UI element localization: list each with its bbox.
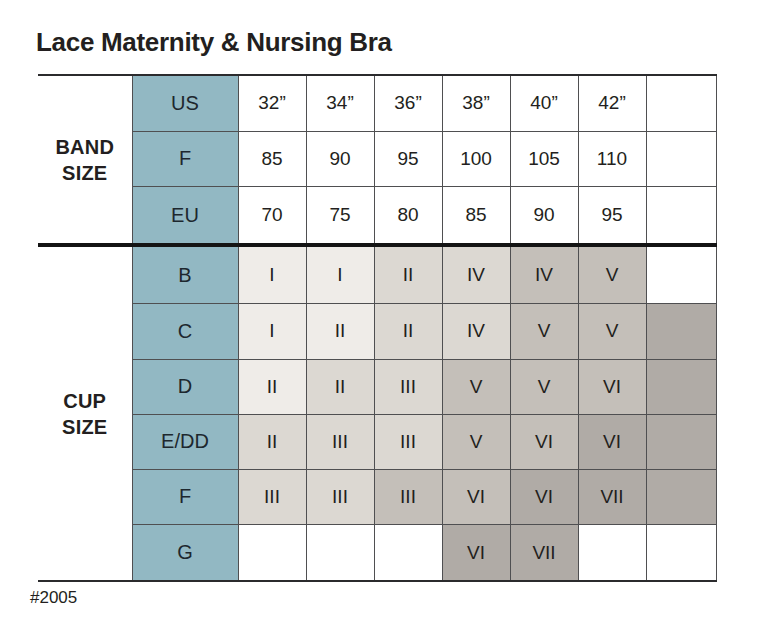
size-cell: 75 — [306, 187, 374, 246]
cup-size-group-label: CUP SIZE — [38, 245, 132, 581]
size-cell: VII — [578, 469, 646, 524]
table-row-g: G VIVII — [38, 525, 716, 581]
size-cell: III — [306, 469, 374, 524]
size-chart-page: Lace Maternity & Nursing Bra BAND SIZEUS… — [0, 0, 762, 642]
size-cell: VI — [578, 359, 646, 414]
size-cell — [238, 525, 306, 581]
table-row-d: DIIIIIIIVVVI — [38, 359, 716, 414]
size-cell — [646, 304, 716, 359]
size-chart-table: BAND SIZEUS32”34”36”38”40”42”F8590951001… — [38, 74, 717, 582]
table-row-e-dd: E/DDIIIIIIIIVVIVI — [38, 414, 716, 469]
size-cell: II — [306, 359, 374, 414]
row-header: E/DD — [132, 414, 238, 469]
size-cell: 90 — [306, 131, 374, 186]
size-cell — [646, 525, 716, 581]
size-cell: II — [374, 304, 442, 359]
table-row-b: CUP SIZEBIIIIIVIVV — [38, 245, 716, 304]
table-row-eu: EU707580859095 — [38, 187, 716, 246]
page-title: Lace Maternity & Nursing Bra — [36, 27, 392, 58]
size-cell: 90 — [510, 187, 578, 246]
row-header: G — [132, 525, 238, 581]
size-cell: 34” — [306, 75, 374, 131]
size-cell: IV — [510, 245, 578, 304]
size-cell: III — [374, 414, 442, 469]
size-cell: 110 — [578, 131, 646, 186]
size-cell: III — [374, 469, 442, 524]
row-header: F — [132, 131, 238, 186]
size-cell: II — [374, 245, 442, 304]
size-cell: 80 — [374, 187, 442, 246]
size-cell: 95 — [374, 131, 442, 186]
size-cell: V — [578, 245, 646, 304]
size-cell — [646, 359, 716, 414]
size-cell: III — [374, 359, 442, 414]
size-cell: 32” — [238, 75, 306, 131]
size-cell: II — [238, 414, 306, 469]
size-cell: 85 — [442, 187, 510, 246]
size-cell — [646, 414, 716, 469]
row-header: C — [132, 304, 238, 359]
size-cell: V — [578, 304, 646, 359]
size-cell: VI — [510, 469, 578, 524]
size-cell: VI — [442, 525, 510, 581]
size-table-body: BAND SIZEUS32”34”36”38”40”42”F8590951001… — [38, 75, 716, 581]
size-cell: IV — [442, 245, 510, 304]
table-row-c: CIIIIIIVVV — [38, 304, 716, 359]
band-size-group-label: BAND SIZE — [38, 75, 132, 245]
row-header: B — [132, 245, 238, 304]
row-header: D — [132, 359, 238, 414]
size-cell: 105 — [510, 131, 578, 186]
table-row-us: BAND SIZEUS32”34”36”38”40”42” — [38, 75, 716, 131]
size-cell: 85 — [238, 131, 306, 186]
size-cell: III — [306, 414, 374, 469]
size-cell: VI — [510, 414, 578, 469]
size-cell: II — [306, 304, 374, 359]
row-header: F — [132, 469, 238, 524]
style-number: #2005 — [30, 588, 77, 608]
size-cell — [374, 525, 442, 581]
size-cell: I — [238, 304, 306, 359]
size-cell — [306, 525, 374, 581]
size-cell — [646, 469, 716, 524]
size-cell: V — [442, 359, 510, 414]
table-row-f: F859095100105110 — [38, 131, 716, 186]
row-header: EU — [132, 187, 238, 246]
size-cell: 70 — [238, 187, 306, 246]
size-cell: I — [238, 245, 306, 304]
size-cell: V — [510, 304, 578, 359]
size-cell: 100 — [442, 131, 510, 186]
size-cell: IV — [442, 304, 510, 359]
size-cell: VII — [510, 525, 578, 581]
table-row-f: FIIIIIIIIIVIVIVII — [38, 469, 716, 524]
size-cell — [646, 75, 716, 131]
row-header: US — [132, 75, 238, 131]
size-cell: VI — [442, 469, 510, 524]
size-cell: 40” — [510, 75, 578, 131]
size-cell: 38” — [442, 75, 510, 131]
size-cell — [646, 187, 716, 246]
size-cell — [646, 245, 716, 304]
size-cell: V — [442, 414, 510, 469]
size-cell: 95 — [578, 187, 646, 246]
size-cell — [578, 525, 646, 581]
size-cell: V — [510, 359, 578, 414]
size-cell — [646, 131, 716, 186]
size-cell: VI — [578, 414, 646, 469]
size-cell: II — [238, 359, 306, 414]
size-cell: 42” — [578, 75, 646, 131]
size-cell: III — [238, 469, 306, 524]
size-cell: I — [306, 245, 374, 304]
size-cell: 36” — [374, 75, 442, 131]
